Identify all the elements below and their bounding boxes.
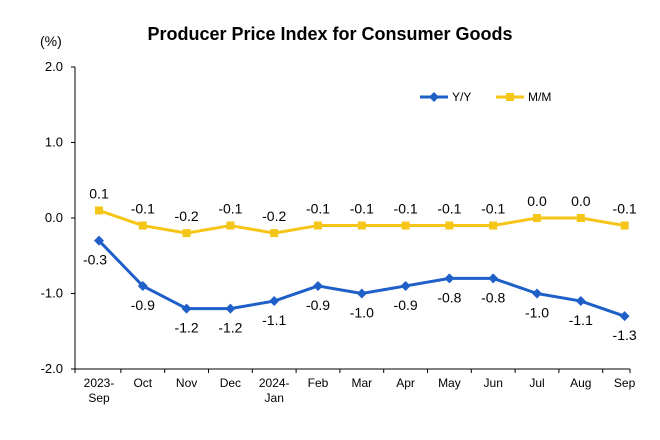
data-label: -1.0: [525, 305, 549, 321]
data-label: -0.1: [350, 201, 374, 217]
x-tick-label: Aug: [570, 376, 591, 390]
x-tick-label: Oct: [133, 376, 152, 390]
legend-marker: [506, 93, 514, 101]
data-point: [137, 280, 148, 291]
legend-item: Y/Y: [420, 90, 471, 104]
series-layer: -0.3 -0.9 -1.2 -1.2 -1.1 -0.9 -1.0 -0.9 -0.8 -0.8…: [83, 185, 637, 343]
data-point: [489, 221, 498, 230]
data-label: -0.1: [481, 201, 505, 217]
data-point: [619, 311, 630, 322]
legend-label: M/M: [528, 90, 551, 104]
data-point: [400, 280, 411, 291]
data-label: -1.1: [262, 312, 286, 328]
data-point: [575, 296, 586, 307]
data-label: -0.9: [306, 297, 330, 313]
y-axis-unit-label: (%): [40, 33, 62, 49]
data-point: [576, 214, 585, 222]
y-tick-label: -1.0: [41, 286, 63, 301]
x-tick-label: Jul: [529, 376, 544, 390]
data-label: -0.1: [613, 201, 637, 217]
x-tick-label: Dec: [220, 376, 241, 390]
y-tick-label: 0.0: [45, 210, 63, 225]
data-label: -0.1: [218, 201, 242, 217]
y-tick-label: -2.0: [41, 361, 63, 376]
data-label: 0.1: [89, 185, 109, 201]
x-tick-label: Sep: [88, 391, 110, 405]
y-axis-ticks: 2.0 1.0 0.0 -1.0 -2.0: [41, 59, 75, 376]
data-point: [401, 221, 410, 230]
data-point: [620, 221, 629, 230]
data-point: [95, 206, 103, 215]
series-yy: -0.3 -0.9 -1.2 -1.2 -1.1 -0.9 -1.0 -0.9 -0.8 -0.8…: [83, 235, 637, 343]
data-label: -1.2: [218, 320, 242, 336]
data-point: [226, 221, 235, 230]
legend-marker: [429, 92, 439, 102]
data-label: -0.8: [481, 289, 505, 305]
data-point: [444, 273, 455, 284]
data-label: -0.9: [394, 297, 418, 313]
data-label: 0.0: [527, 193, 547, 209]
data-label: -1.3: [613, 327, 637, 343]
data-point: [181, 303, 192, 314]
data-label: -0.2: [175, 208, 199, 224]
x-tick-label: 2024-: [259, 376, 290, 390]
data-label: -0.9: [131, 297, 155, 313]
data-point: [138, 221, 147, 230]
data-label: -1.0: [350, 305, 374, 321]
series-mm: 0.1 -0.1 -0.2 -0.1 -0.2 -0.1 -0.1 -0.1 -0.1 -0.1 0…: [89, 185, 637, 238]
y-tick-label: 2.0: [45, 59, 63, 74]
x-tick-label: Nov: [176, 376, 197, 390]
data-label: -1.2: [175, 320, 199, 336]
data-point: [269, 296, 280, 307]
data-point: [314, 221, 322, 230]
data-label: -0.8: [437, 289, 461, 305]
chart-title: Producer Price Index for Consumer Goods: [147, 24, 513, 44]
x-tick-label: 2023-: [84, 376, 115, 390]
x-tick-label: Jun: [484, 376, 503, 390]
data-point: [532, 288, 542, 299]
data-point: [488, 273, 499, 284]
data-label: -0.1: [306, 201, 330, 217]
data-label: 0.0: [571, 193, 591, 209]
data-label: -0.3: [83, 252, 107, 268]
legend-label: Y/Y: [452, 90, 471, 104]
legend: Y/Y M/M: [420, 90, 551, 104]
data-label: -0.1: [131, 201, 155, 217]
data-point: [270, 229, 279, 238]
legend-item: M/M: [496, 90, 551, 104]
data-point: [356, 288, 367, 299]
x-tick-label: Sep: [614, 376, 636, 390]
data-label: -0.1: [437, 201, 461, 217]
y-tick-label: 1.0: [45, 135, 63, 150]
data-point: [225, 303, 236, 314]
x-tick-label: Feb: [308, 376, 329, 390]
x-tick-label: Mar: [351, 376, 372, 390]
data-point: [357, 221, 366, 230]
data-point: [313, 280, 323, 291]
x-tick-label: May: [438, 376, 461, 390]
data-label: -0.1: [394, 201, 418, 217]
data-point: [182, 229, 191, 238]
data-label: -0.2: [262, 208, 286, 224]
x-tick-label: Jan: [265, 391, 284, 405]
data-point: [445, 221, 454, 230]
data-label: -1.1: [569, 312, 593, 328]
x-tick-label: Apr: [396, 376, 415, 390]
data-point: [533, 214, 541, 222]
data-point: [94, 235, 104, 246]
